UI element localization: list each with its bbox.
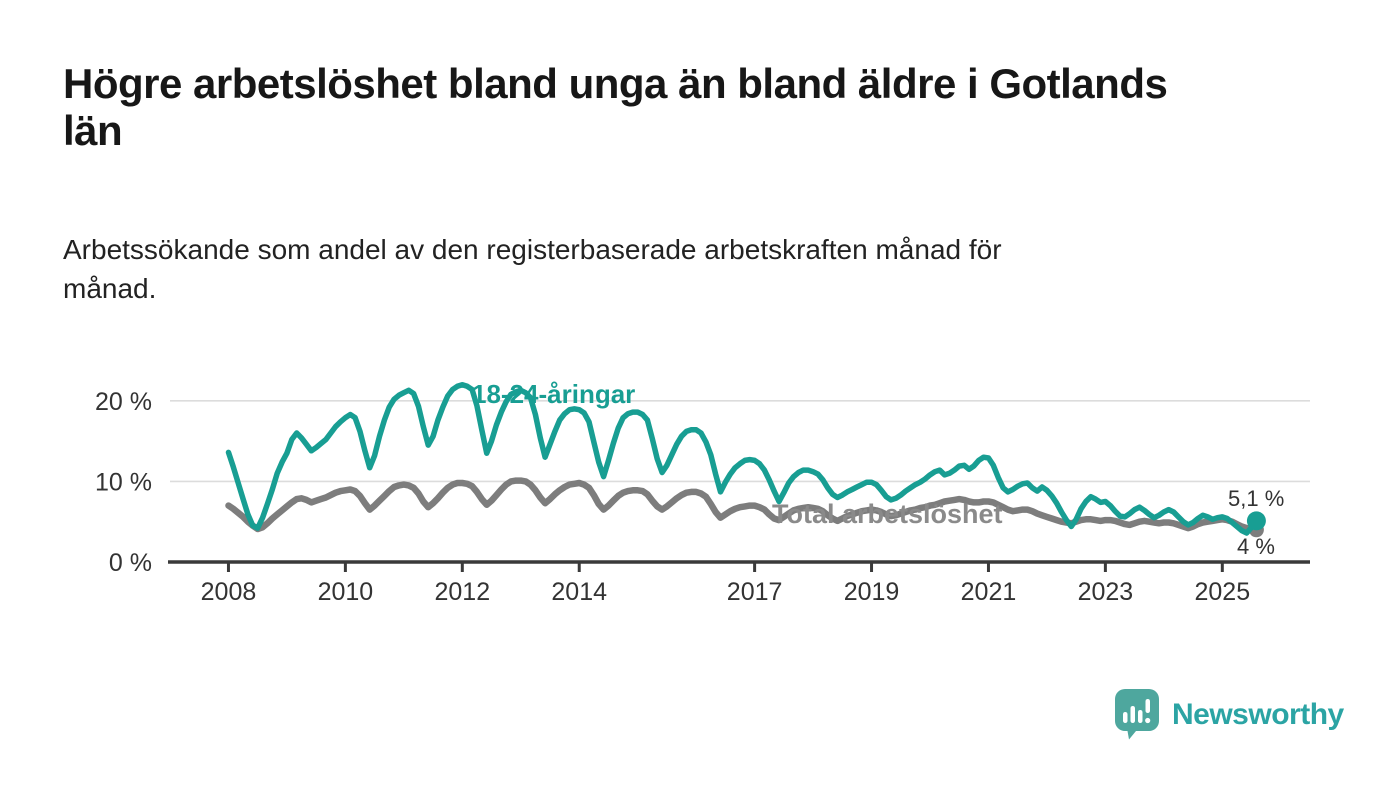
series-line-total bbox=[225, 477, 1260, 534]
logo-bar-3 bbox=[1138, 710, 1143, 723]
x-tick-label: 2025 bbox=[1194, 578, 1250, 606]
logo-exclamation-bar bbox=[1145, 699, 1150, 713]
y-tick-label: 10 % bbox=[95, 468, 152, 496]
y-tick-label: 0 % bbox=[109, 549, 152, 577]
page-title: Högre arbetslöshet bland unga än bland ä… bbox=[63, 60, 1168, 155]
series-line-18-24 bbox=[225, 381, 1260, 536]
end-value-label-total: 4 % bbox=[1237, 534, 1275, 559]
logo-speech-bubble bbox=[1115, 689, 1159, 740]
newsworthy-brand: Newsworthy bbox=[1114, 688, 1344, 740]
series-end-dot-18-24 bbox=[1246, 511, 1266, 531]
x-tick-label: 2023 bbox=[1078, 578, 1134, 606]
brand-name: Newsworthy bbox=[1172, 698, 1344, 731]
x-tick-label: 2019 bbox=[844, 578, 900, 606]
x-tick-label: 2021 bbox=[961, 578, 1017, 606]
logo-exclamation-dot bbox=[1145, 717, 1151, 724]
logo-bar-1 bbox=[1123, 712, 1128, 723]
x-tick-label: 2017 bbox=[727, 578, 783, 606]
x-tick-label: 2012 bbox=[434, 578, 490, 606]
x-tick-label: 2010 bbox=[318, 578, 374, 606]
logo-bar-2 bbox=[1130, 706, 1135, 723]
y-tick-label: 20 % bbox=[95, 388, 152, 416]
page-subtitle: Arbetssökande som andel av den registerb… bbox=[63, 234, 1002, 305]
end-value-label-18-24: 5,1 % bbox=[1228, 486, 1285, 511]
x-tick-label: 2014 bbox=[551, 578, 607, 606]
x-tick-label: 2008 bbox=[201, 578, 257, 606]
series-label-total-arbetsloshet: Total arbetslöshet bbox=[772, 499, 1003, 529]
newsworthy-logo-icon bbox=[1115, 689, 1159, 740]
series-label-18-24-aringar: 18-24-åringar bbox=[472, 379, 636, 409]
